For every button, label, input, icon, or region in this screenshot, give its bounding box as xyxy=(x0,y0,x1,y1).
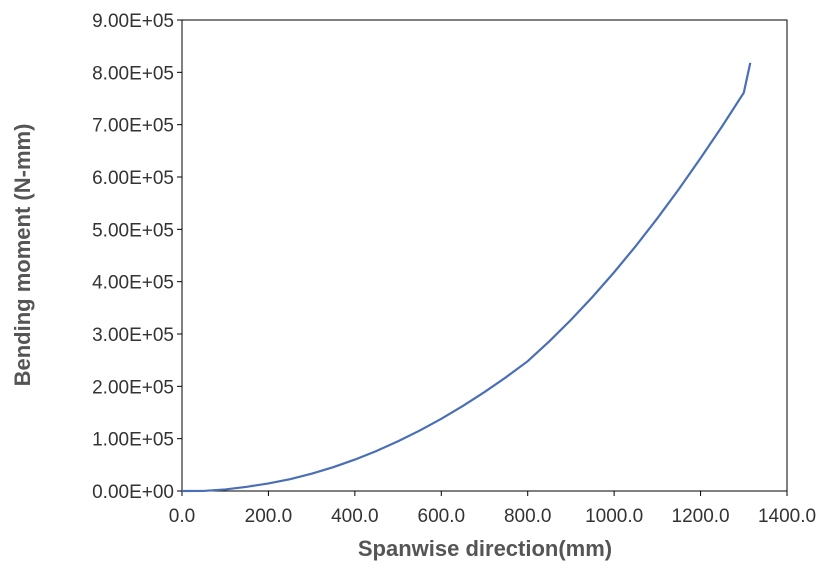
x-tick-label: 800.0 xyxy=(504,506,552,527)
x-axis-ticks: 0.0 200.0 400.0 600.0 800.0 1000.0 1200.0 1400.… xyxy=(169,491,816,527)
series-line xyxy=(181,62,752,493)
y-tick-label: 7.00E+05 xyxy=(92,116,174,137)
y-tick-label: 9.00E+05 xyxy=(92,11,174,32)
y-tick-label: 4.00E+05 xyxy=(92,273,174,294)
y-tick-label: 5.00E+05 xyxy=(92,220,174,241)
y-tick-label: 1.00E+05 xyxy=(92,430,174,451)
y-tick-label: 6.00E+05 xyxy=(92,168,174,189)
x-tick-label: 1000.0 xyxy=(585,506,643,527)
x-axis-title: Spanwise direction(mm) xyxy=(358,536,612,561)
x-tick-label: 200.0 xyxy=(245,506,293,527)
y-tick-label: 0.00E+00 xyxy=(92,482,174,503)
x-tick-label: 0.0 xyxy=(169,506,195,527)
y-axis-title: Bending moment (N-mm) xyxy=(10,124,35,387)
y-axis-ticks: 0.00E+00 1.00E+05 2.00E+05 3.00E+05 4.00E+05… xyxy=(92,11,182,503)
x-tick-label: 400.0 xyxy=(331,506,379,527)
x-tick-label: 600.0 xyxy=(418,506,466,527)
y-tick-label: 3.00E+05 xyxy=(92,325,174,346)
x-tick-label: 1400.0 xyxy=(758,506,816,527)
y-tick-label: 2.00E+05 xyxy=(92,377,174,398)
plot-frame xyxy=(181,19,788,492)
y-tick-label: 8.00E+05 xyxy=(92,63,174,84)
x-tick-label: 1200.0 xyxy=(672,506,730,527)
